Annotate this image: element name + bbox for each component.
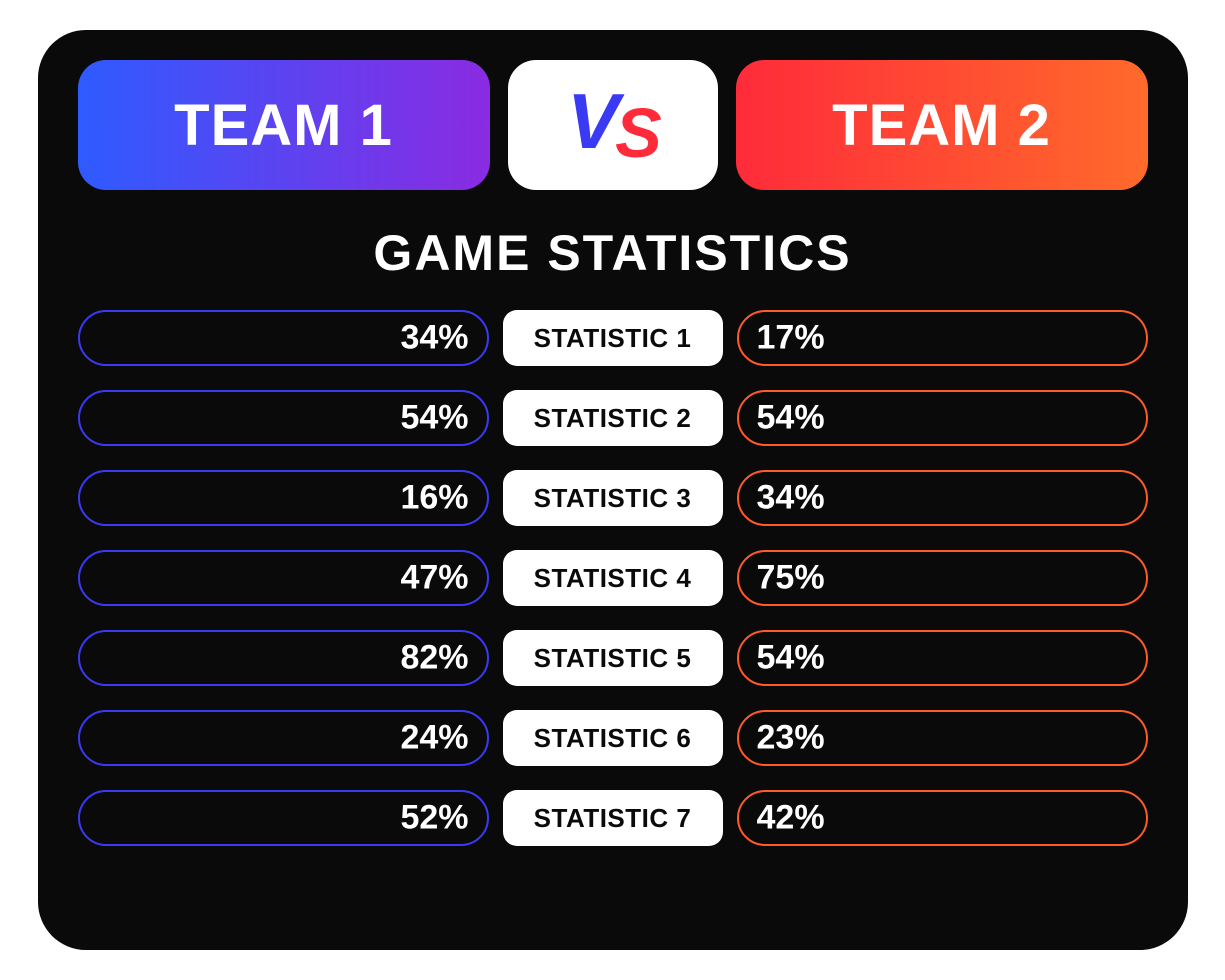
team2-value: 54% <box>757 639 825 678</box>
team1-value: 82% <box>400 639 468 678</box>
team2-value: 23% <box>757 719 825 758</box>
team1-value: 34% <box>400 319 468 358</box>
team1-bar: 54% <box>78 390 489 446</box>
team2-bar: 34% <box>737 470 1148 526</box>
team1-value: 24% <box>400 719 468 758</box>
team1-bar: 82% <box>78 630 489 686</box>
stat-row: 16% STATISTIC 3 34% <box>78 468 1148 528</box>
team2-bar: 42% <box>737 790 1148 846</box>
stat-row: 52% STATISTIC 7 42% <box>78 788 1148 848</box>
stat-row: 82% STATISTIC 5 54% <box>78 628 1148 688</box>
team2-label: TEAM 2 <box>832 92 1051 159</box>
vs-pill: VS <box>508 60 718 190</box>
stat-label: STATISTIC 7 <box>503 790 723 846</box>
statistics-title: GAME STATISTICS <box>78 224 1148 282</box>
team2-value: 75% <box>757 559 825 598</box>
team2-value: 34% <box>757 479 825 518</box>
stat-row: 34% STATISTIC 1 17% <box>78 308 1148 368</box>
stat-row: 54% STATISTIC 2 54% <box>78 388 1148 448</box>
team1-bar: 34% <box>78 310 489 366</box>
team2-bar: 75% <box>737 550 1148 606</box>
header-row: TEAM 1 VS TEAM 2 <box>78 60 1148 190</box>
team2-pill: TEAM 2 <box>736 60 1148 190</box>
stat-label: STATISTIC 4 <box>503 550 723 606</box>
team1-bar: 16% <box>78 470 489 526</box>
stat-label: STATISTIC 5 <box>503 630 723 686</box>
team1-value: 47% <box>400 559 468 598</box>
stat-label: STATISTIC 2 <box>503 390 723 446</box>
team2-bar: 54% <box>737 630 1148 686</box>
team2-value: 17% <box>757 319 825 358</box>
team1-bar: 47% <box>78 550 489 606</box>
stat-label: STATISTIC 6 <box>503 710 723 766</box>
team2-bar: 54% <box>737 390 1148 446</box>
team1-bar: 24% <box>78 710 489 766</box>
team1-value: 54% <box>400 399 468 438</box>
team1-value: 52% <box>400 799 468 838</box>
stat-label: STATISTIC 3 <box>503 470 723 526</box>
team2-bar: 17% <box>737 310 1148 366</box>
stat-row: 24% STATISTIC 6 23% <box>78 708 1148 768</box>
scoreboard: TEAM 1 VS TEAM 2 GAME STATISTICS 34% STAT… <box>38 30 1188 950</box>
vs-v-letter: V <box>567 76 615 167</box>
vs-s-letter: S <box>615 93 658 173</box>
team2-value: 42% <box>757 799 825 838</box>
statistics-list: 34% STATISTIC 1 17% 54% STATISTIC 2 54% 16% STA… <box>78 308 1148 848</box>
team2-value: 54% <box>757 399 825 438</box>
team1-value: 16% <box>400 479 468 518</box>
team1-pill: TEAM 1 <box>78 60 490 190</box>
team1-label: TEAM 1 <box>174 92 393 159</box>
stat-label: STATISTIC 1 <box>503 310 723 366</box>
team2-bar: 23% <box>737 710 1148 766</box>
stat-row: 47% STATISTIC 4 75% <box>78 548 1148 608</box>
team1-bar: 52% <box>78 790 489 846</box>
